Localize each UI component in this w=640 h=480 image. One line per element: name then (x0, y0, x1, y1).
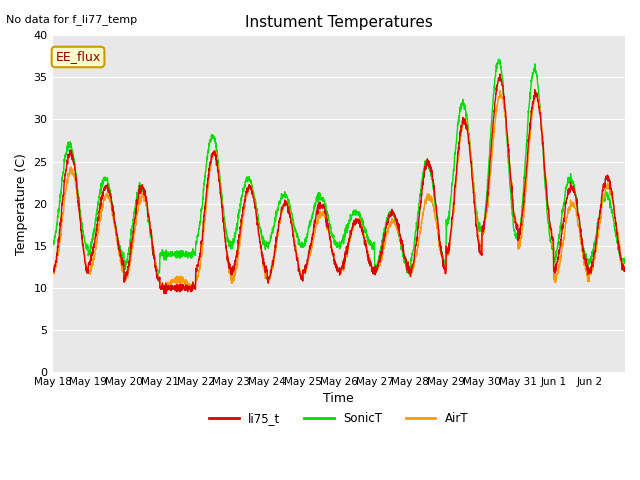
Y-axis label: Temperature (C): Temperature (C) (15, 153, 28, 254)
Text: No data for f_li77_temp: No data for f_li77_temp (6, 14, 138, 25)
Legend: li75_t, SonicT, AirT: li75_t, SonicT, AirT (205, 408, 473, 430)
Text: EE_flux: EE_flux (56, 50, 100, 63)
Title: Instument Temperatures: Instument Temperatures (245, 15, 433, 30)
X-axis label: Time: Time (323, 392, 354, 405)
